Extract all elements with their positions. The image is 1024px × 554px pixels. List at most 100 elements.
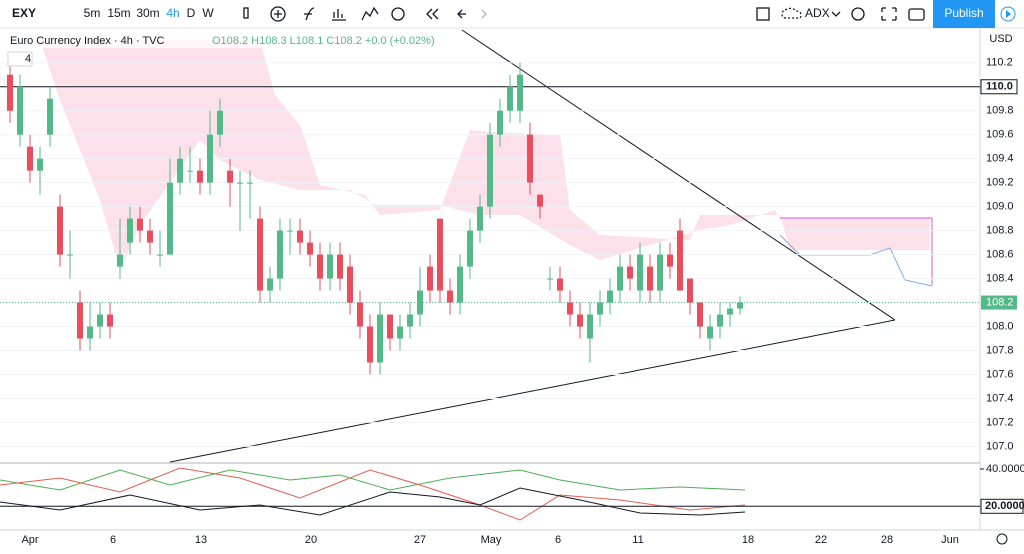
y-tick-label: 107.0 — [986, 440, 1014, 452]
candle-body — [137, 218, 143, 231]
icon-bars[interactable] — [332, 9, 346, 21]
icon-plus — [274, 10, 282, 18]
x-tick-label: 6 — [555, 534, 561, 546]
candle-body — [657, 254, 663, 291]
legend-ohlc: O108.2 H108.3 L108.1 C108.2 +0.0 (+0.02%… — [212, 35, 435, 47]
icon-fullscreen[interactable] — [881, 7, 897, 21]
icon-axis-settings[interactable] — [996, 533, 1008, 545]
candle-body — [107, 314, 113, 327]
icon-replay[interactable] — [426, 8, 439, 20]
adx-badge — [980, 498, 1024, 514]
y-tick-label: 109.4 — [986, 153, 1014, 165]
trend-line-upper — [461, 29, 896, 321]
y-tick-label: 107.4 — [986, 392, 1014, 404]
candle-body — [277, 230, 283, 279]
price-badge — [980, 79, 1018, 95]
indicator-name[interactable]: ADX — [805, 6, 830, 20]
cloud-edge — [780, 217, 933, 285]
icon-caret — [831, 11, 841, 17]
candle-body — [427, 266, 433, 291]
y-tick-label: 107.2 — [986, 416, 1014, 428]
icon-alert[interactable] — [391, 7, 405, 21]
icon-add[interactable] — [270, 6, 286, 22]
icon-redo[interactable] — [481, 9, 487, 19]
candle-body — [257, 218, 263, 291]
interval[interactable]: 15m — [107, 6, 130, 20]
interval[interactable]: 5m — [84, 6, 101, 20]
candle-body — [147, 230, 153, 243]
candle-body — [57, 206, 63, 255]
interval[interactable]: D — [187, 6, 196, 20]
legend-title: Euro Currency Index · 4h · TVC — [10, 35, 165, 47]
x-tick-label: Jun — [941, 534, 959, 546]
interval[interactable]: W — [202, 6, 214, 20]
candle-body — [157, 254, 163, 256]
candle-body — [387, 314, 393, 339]
icon-undo[interactable] — [457, 9, 466, 19]
candle-body — [677, 230, 683, 291]
x-tick-label: 27 — [414, 534, 426, 546]
candle-body — [617, 266, 623, 291]
candle-body — [647, 266, 653, 291]
y-tick-label: 108.0 — [986, 320, 1014, 332]
icon-settings[interactable] — [851, 7, 865, 21]
x-tick-label: May — [481, 534, 502, 546]
x-tick-label: 13 — [195, 534, 207, 546]
icon-play[interactable] — [1000, 6, 1016, 22]
publish-label: Publish — [944, 6, 983, 20]
candle-body — [587, 314, 593, 339]
candle-body — [187, 170, 193, 172]
candle-body — [87, 326, 93, 339]
candle-body — [117, 254, 123, 267]
candle-body — [627, 266, 633, 279]
candle-body — [97, 314, 103, 327]
y-tick-label: 109.6 — [986, 129, 1014, 141]
candle-body — [167, 182, 173, 255]
candle-body — [447, 290, 453, 303]
publish-button[interactable] — [933, 0, 995, 28]
interval[interactable]: 30m — [136, 6, 159, 20]
adx-line — [0, 487, 746, 516]
last-price-label: 108.2 — [986, 296, 1014, 308]
candle-body — [697, 302, 703, 327]
candle-body — [457, 266, 463, 303]
symbol[interactable]: EXY — [12, 6, 36, 20]
candle-body — [607, 290, 613, 303]
chart-marks: 110.2 110.0 109.8 109.6 109.4 109.2 109.0 108.8… — [0, 57, 1024, 546]
icon-camera[interactable] — [908, 8, 925, 21]
candle-body — [667, 254, 673, 267]
candle-body — [67, 254, 73, 256]
toolbar-icons — [243, 6, 925, 22]
y-tick-label: 108.6 — [986, 248, 1014, 260]
candle-body — [307, 242, 313, 255]
candle-body — [347, 266, 353, 303]
candle-body — [247, 182, 253, 184]
adx-plus-di — [0, 469, 746, 491]
icon-layout[interactable] — [756, 7, 770, 21]
candle-body — [17, 86, 23, 135]
candle-body — [577, 314, 583, 327]
y-tick-label: 109.8 — [986, 105, 1014, 117]
y-tick-label: 109.0 — [986, 201, 1014, 213]
interval[interactable]: 4h — [166, 6, 179, 20]
icon-candles[interactable] — [243, 7, 249, 19]
candle-body — [707, 326, 713, 339]
candle-body — [127, 218, 133, 243]
icon-fx[interactable] — [304, 7, 315, 21]
candle-body — [337, 254, 343, 279]
adx-lines — [0, 467, 746, 521]
trend-line-lower — [169, 319, 896, 463]
candle-body — [287, 230, 293, 232]
legend-toggle[interactable] — [7, 51, 33, 67]
x-tick-label: 20 — [305, 534, 317, 546]
adx-badge-label: 20.0000 — [985, 500, 1024, 512]
candle-body — [717, 314, 723, 327]
x-tick-label: 6 — [110, 534, 116, 546]
candle-body — [7, 74, 13, 111]
candle-body — [47, 98, 53, 135]
icon-line[interactable] — [361, 6, 379, 21]
icon-cloud[interactable] — [781, 7, 802, 19]
y-tick-label: 109.2 — [986, 177, 1014, 189]
cloud-edge-b — [779, 234, 933, 287]
